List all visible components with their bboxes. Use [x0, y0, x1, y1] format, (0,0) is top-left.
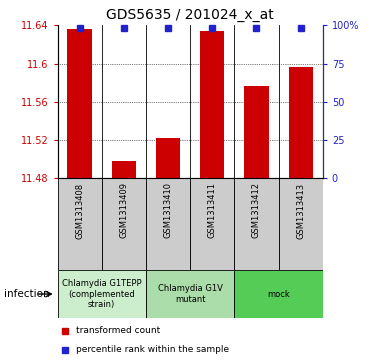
Bar	[102, 178, 146, 270]
Text: GSM1313412: GSM1313412	[252, 183, 261, 238]
Bar	[156, 138, 180, 178]
Text: Chlamydia G1TEPP
(complemented
strain): Chlamydia G1TEPP (complemented strain)	[62, 279, 141, 309]
Bar	[190, 178, 234, 270]
Bar	[200, 31, 224, 178]
Bar	[289, 68, 313, 178]
Title: GDS5635 / 201024_x_at: GDS5635 / 201024_x_at	[106, 8, 274, 22]
Text: mock: mock	[267, 290, 290, 298]
Bar	[58, 270, 146, 318]
Bar	[146, 270, 234, 318]
Text: infection: infection	[4, 289, 49, 299]
Text: percentile rank within the sample: percentile rank within the sample	[76, 345, 229, 354]
Bar	[244, 86, 269, 178]
Bar	[146, 178, 190, 270]
Text: GSM1313408: GSM1313408	[75, 183, 84, 238]
Bar	[279, 178, 323, 270]
Text: GSM1313413: GSM1313413	[296, 183, 305, 238]
Text: GSM1313410: GSM1313410	[164, 183, 173, 238]
Bar	[112, 161, 136, 178]
Bar	[234, 178, 279, 270]
Text: Chlamydia G1V
mutant: Chlamydia G1V mutant	[158, 284, 223, 304]
Bar	[58, 178, 102, 270]
Bar	[234, 270, 323, 318]
Text: GSM1313411: GSM1313411	[208, 183, 217, 238]
Text: transformed count: transformed count	[76, 326, 160, 335]
Text: GSM1313409: GSM1313409	[119, 183, 128, 238]
Bar	[68, 29, 92, 178]
